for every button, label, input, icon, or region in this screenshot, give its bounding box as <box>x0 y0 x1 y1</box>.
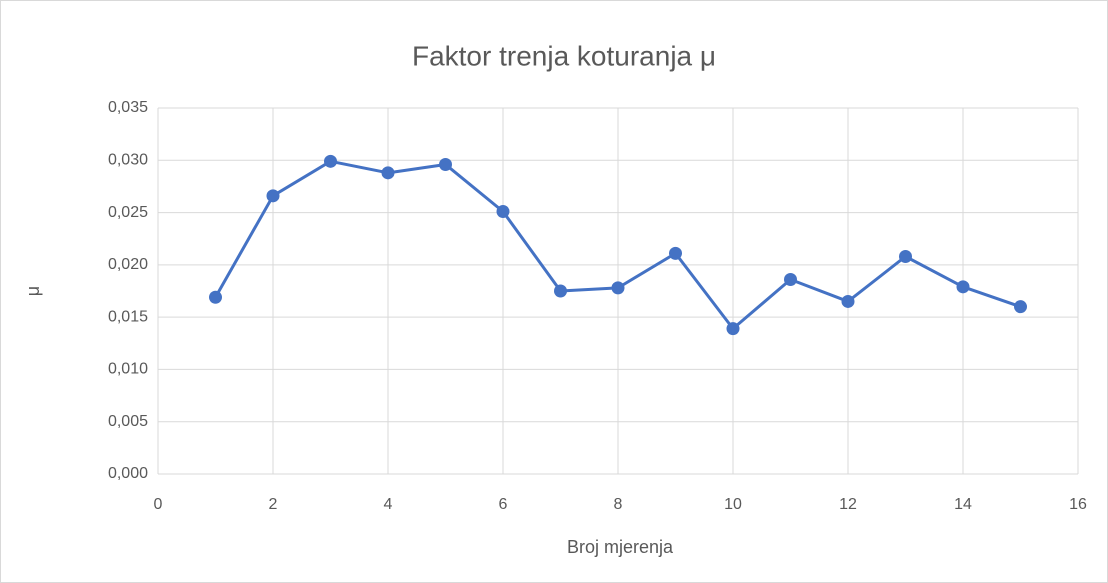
data-point <box>209 290 222 304</box>
x-tick-label: 8 <box>614 496 623 513</box>
data-point <box>784 272 797 286</box>
x-tick-label: 12 <box>839 496 857 513</box>
data-point <box>381 166 395 180</box>
data-point <box>439 157 452 171</box>
x-tick-label: 6 <box>499 496 508 513</box>
data-point <box>956 280 970 294</box>
y-tick-label: 0,030 <box>108 152 148 169</box>
data-point <box>266 189 280 203</box>
x-tick-label: 14 <box>954 496 972 513</box>
chart-title: Faktor trenja koturanja μ <box>412 40 716 71</box>
data-point <box>899 249 912 263</box>
y-tick-label: 0,005 <box>108 413 148 430</box>
data-point <box>726 322 740 336</box>
y-axis-title: μ <box>23 286 43 296</box>
x-tick-label: 0 <box>154 496 163 513</box>
x-axis-title: Broj mjerenja <box>567 537 674 557</box>
data-point <box>669 246 682 260</box>
y-tick-label: 0,000 <box>108 465 148 482</box>
data-point <box>496 205 510 219</box>
data-point <box>611 281 625 295</box>
x-tick-label: 4 <box>384 496 393 513</box>
data-point <box>1014 300 1027 314</box>
y-tick-label: 0,015 <box>108 308 148 325</box>
data-point <box>324 154 337 168</box>
y-tick-label: 0,035 <box>108 99 148 116</box>
y-tick-label: 0,025 <box>108 204 148 221</box>
y-tick-label: 0,010 <box>108 361 148 378</box>
y-tick-label: 0,020 <box>108 256 148 273</box>
data-point <box>554 284 567 298</box>
x-tick-label: 10 <box>724 496 742 513</box>
data-point <box>841 294 855 308</box>
x-tick-label: 2 <box>269 496 278 513</box>
x-tick-label: 16 <box>1069 496 1087 513</box>
